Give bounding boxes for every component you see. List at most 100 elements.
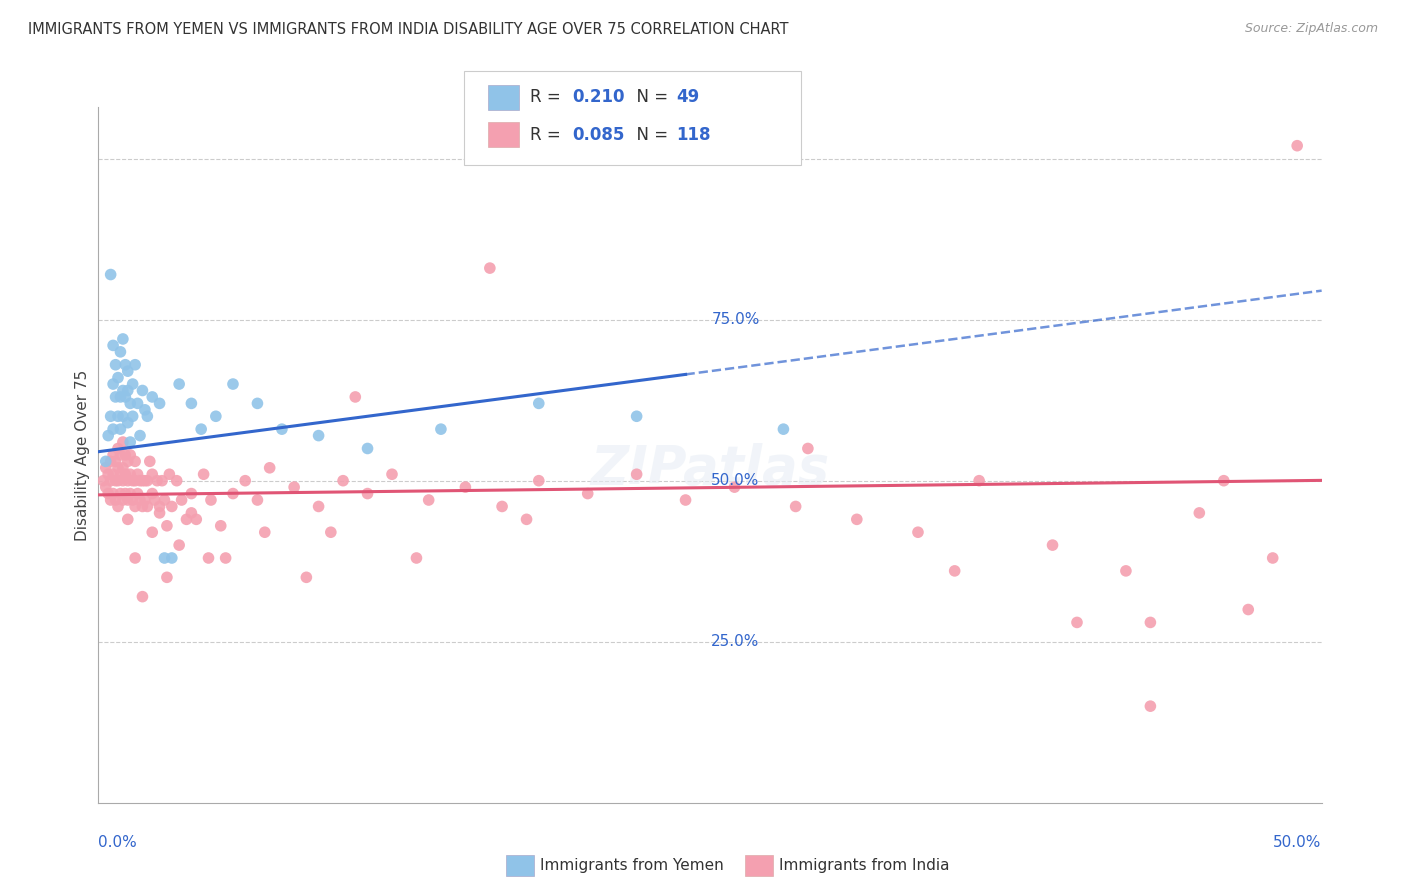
Point: [527, 396, 550, 410]
Point: [176, 512, 198, 526]
Point: [111, 474, 134, 488]
Text: N =: N =: [626, 126, 673, 144]
Point: [117, 512, 139, 526]
Text: Source: ZipAtlas.com: Source: ZipAtlas.com: [1244, 22, 1378, 36]
Point: [907, 525, 929, 540]
Point: [117, 454, 139, 468]
Point: [107, 500, 129, 514]
Point: [160, 500, 183, 514]
Point: [134, 493, 156, 508]
Point: [91, 474, 114, 488]
Point: [308, 428, 330, 442]
Text: IMMIGRANTS FROM YEMEN VS IMMIGRANTS FROM INDIA DISABILITY AGE OVER 75 CORRELATIO: IMMIGRANTS FROM YEMEN VS IMMIGRANTS FROM…: [28, 22, 789, 37]
Point: [785, 500, 807, 514]
Point: [153, 493, 176, 508]
Point: [943, 564, 966, 578]
Point: [1066, 615, 1088, 630]
Point: [101, 422, 124, 436]
Point: [491, 500, 513, 514]
Point: [117, 384, 139, 398]
Point: [107, 474, 129, 488]
Point: [101, 486, 124, 500]
Point: [356, 486, 378, 500]
Text: 0.085: 0.085: [572, 126, 624, 144]
Point: [308, 500, 330, 514]
Text: 50.0%: 50.0%: [711, 473, 759, 488]
Text: N =: N =: [626, 88, 673, 106]
Point: [94, 460, 117, 475]
Point: [107, 460, 129, 475]
Point: [107, 370, 129, 384]
Text: 50.0%: 50.0%: [1274, 835, 1322, 850]
Point: [124, 500, 146, 514]
Point: [478, 261, 501, 276]
Point: [114, 448, 136, 462]
Point: [515, 512, 537, 526]
Point: [156, 570, 179, 584]
Point: [120, 467, 142, 482]
Point: [110, 390, 132, 404]
Y-axis label: Disability Age Over 75: Disability Age Over 75: [75, 369, 90, 541]
Text: Immigrants from Yemen: Immigrants from Yemen: [540, 858, 724, 872]
Point: [100, 268, 122, 282]
Point: [167, 538, 190, 552]
Point: [127, 486, 149, 500]
Point: [94, 454, 117, 468]
Point: [124, 358, 146, 372]
Point: [1139, 699, 1161, 714]
Text: R =: R =: [530, 126, 567, 144]
Point: [186, 512, 208, 526]
Point: [97, 467, 120, 482]
Point: [117, 493, 139, 508]
Point: [166, 474, 188, 488]
Point: [205, 409, 228, 424]
Point: [97, 428, 120, 442]
Point: [150, 474, 173, 488]
Point: [124, 551, 146, 566]
Point: [576, 486, 599, 500]
Text: Immigrants from India: Immigrants from India: [779, 858, 949, 872]
Point: [143, 493, 166, 508]
Point: [967, 474, 990, 488]
Point: [111, 384, 134, 398]
Point: [134, 402, 156, 417]
Point: [797, 442, 820, 456]
Point: [180, 506, 202, 520]
Text: 0.210: 0.210: [572, 88, 624, 106]
Point: [131, 474, 153, 488]
Point: [110, 422, 132, 436]
Point: [845, 512, 868, 526]
Point: [117, 364, 139, 378]
Point: [430, 422, 453, 436]
Text: 75.0%: 75.0%: [711, 312, 759, 327]
Point: [124, 474, 146, 488]
Point: [156, 518, 179, 533]
Point: [121, 474, 143, 488]
Point: [127, 396, 149, 410]
Point: [111, 460, 134, 475]
Point: [209, 518, 232, 533]
Point: [111, 409, 134, 424]
Point: [111, 493, 134, 508]
Point: [100, 409, 122, 424]
Point: [149, 500, 172, 514]
Point: [111, 435, 134, 450]
Point: [114, 467, 136, 482]
Point: [114, 390, 136, 404]
Point: [193, 467, 215, 482]
Point: [246, 396, 269, 410]
Point: [136, 409, 159, 424]
Point: [110, 448, 132, 462]
Point: [1212, 474, 1234, 488]
Point: [136, 500, 159, 514]
Point: [146, 474, 169, 488]
Point: [295, 570, 318, 584]
Point: [319, 525, 342, 540]
Point: [101, 377, 124, 392]
Point: [129, 493, 152, 508]
Point: [283, 480, 305, 494]
Point: [160, 551, 183, 566]
Point: [110, 486, 132, 500]
Point: [1261, 551, 1284, 566]
Point: [101, 467, 124, 482]
